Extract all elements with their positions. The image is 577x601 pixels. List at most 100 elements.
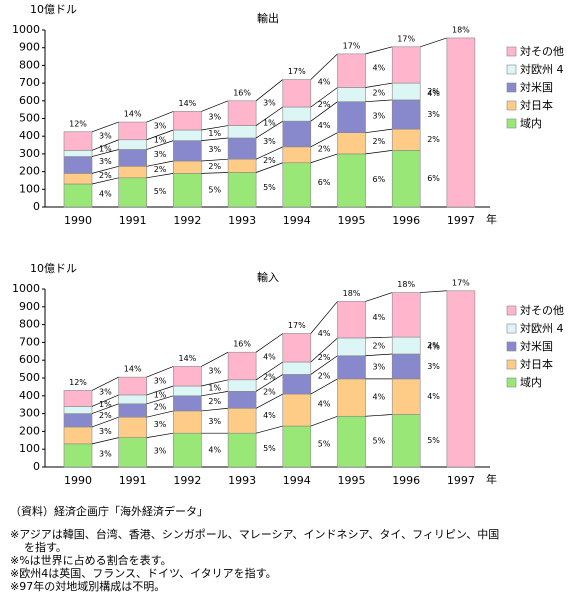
- share-label: 3%: [154, 447, 167, 456]
- share-label: 4%: [99, 189, 112, 198]
- connector: [146, 111, 174, 123]
- bar-segment: [63, 156, 93, 174]
- legend-label: 域内: [520, 116, 542, 130]
- bar-segment: [118, 165, 147, 179]
- note: ※97年の対地域別構成は不明。: [10, 580, 166, 593]
- bar-segment: [173, 129, 202, 141]
- total-share-label: 17%: [288, 321, 306, 330]
- x-tick-label: 1992: [173, 474, 201, 487]
- x-tick-label: 1990: [64, 474, 92, 487]
- bar-segment: [173, 410, 202, 434]
- share-label: 1%: [154, 135, 167, 144]
- share-label: 4%: [318, 77, 331, 86]
- share-label: 3%: [427, 362, 440, 371]
- x-tick-label: 1996: [392, 474, 420, 487]
- share-label: 3%: [208, 112, 221, 121]
- share-label: 1%: [99, 145, 112, 154]
- y-tick-label: 500: [19, 112, 40, 125]
- share-label: 5%: [427, 436, 440, 445]
- share-label: 2%: [263, 372, 276, 381]
- bar-segment: [337, 337, 366, 357]
- share-label: 5%: [263, 444, 276, 453]
- share-label: 3%: [99, 131, 112, 140]
- charts: 輸出10億ドル01002003004005006007008009001000年…: [12, 3, 564, 487]
- y-tick-label: 300: [19, 407, 40, 420]
- share-label: 3%: [372, 111, 385, 120]
- bar-segment: [282, 79, 312, 108]
- bar-segment: [118, 121, 147, 141]
- share-label: 2%: [318, 371, 331, 380]
- connector: [365, 336, 393, 339]
- bar-segment: [227, 391, 257, 409]
- y-tick-label: 200: [19, 424, 40, 437]
- y-tick-label: 300: [19, 147, 40, 160]
- chart-title: 輸出: [257, 11, 279, 25]
- legend-label: 対欧州 4: [520, 62, 564, 76]
- connector: [365, 292, 393, 302]
- bar-segment: [337, 415, 366, 468]
- connector: [91, 149, 119, 157]
- bar-segment: [173, 366, 202, 387]
- connector: [310, 337, 338, 363]
- share-label: 2%: [318, 353, 331, 362]
- share-label: 3%: [208, 367, 221, 376]
- connector: [146, 140, 174, 150]
- bar-segment: [446, 37, 476, 208]
- bar-segment: [282, 106, 312, 122]
- connector: [201, 379, 229, 387]
- connector: [310, 415, 338, 427]
- connector: [201, 351, 229, 367]
- connector: [255, 162, 283, 173]
- connector: [255, 361, 283, 381]
- legend-label: 対米国: [520, 339, 553, 353]
- connector: [255, 79, 284, 102]
- bar-segment: [63, 426, 93, 445]
- note: ※%は世界に占める割合を表す。: [10, 554, 172, 567]
- bar-segment: [173, 395, 202, 412]
- bar-segment: [282, 162, 312, 208]
- bar-segment: [118, 394, 147, 405]
- y-tick-label: 500: [19, 371, 40, 384]
- connector: [310, 301, 338, 334]
- y-tick-label: 800: [19, 318, 40, 331]
- bar-segment: [337, 301, 366, 339]
- share-label: 2%: [427, 135, 440, 144]
- share-label: 2%: [154, 165, 167, 174]
- share-label: 1%: [208, 384, 221, 393]
- bar-segment: [337, 87, 366, 102]
- bar-segment: [337, 53, 366, 88]
- legend-label: 対その他: [520, 303, 564, 317]
- connector: [91, 376, 119, 391]
- bar-segment: [118, 416, 147, 438]
- chart-title: 輸入: [257, 270, 279, 284]
- legend-swatch: [506, 305, 517, 316]
- total-share-label: 12%: [69, 378, 87, 387]
- connector: [365, 128, 393, 134]
- y-axis-label: 10億ドル: [30, 3, 77, 16]
- bar-segment: [118, 437, 147, 468]
- y-tick-label: 400: [19, 129, 40, 142]
- connector: [201, 407, 229, 412]
- connector: [91, 416, 119, 428]
- share-label: 2%: [372, 137, 385, 146]
- bar-segment: [282, 425, 312, 468]
- share-label: 2%: [318, 100, 331, 109]
- connector: [365, 150, 393, 155]
- share-label: 4%: [318, 329, 331, 338]
- legend-label: 対日本: [520, 357, 553, 371]
- connector: [310, 153, 338, 164]
- total-share-label: 14%: [124, 110, 142, 119]
- connector: [146, 129, 174, 141]
- connector: [201, 158, 229, 162]
- x-tick-label: 1994: [283, 214, 311, 227]
- share-label: 1%: [99, 400, 112, 409]
- share-label: 4%: [372, 313, 385, 322]
- share-label: 4%: [263, 411, 276, 420]
- bar-segment: [118, 177, 147, 208]
- share-label: 4%: [427, 342, 440, 351]
- share-label: 6%: [318, 178, 331, 187]
- y-tick-label: 900: [19, 41, 40, 54]
- share-label: 2%: [372, 342, 385, 351]
- bar-segment: [282, 146, 312, 164]
- share-label: 3%: [99, 427, 112, 436]
